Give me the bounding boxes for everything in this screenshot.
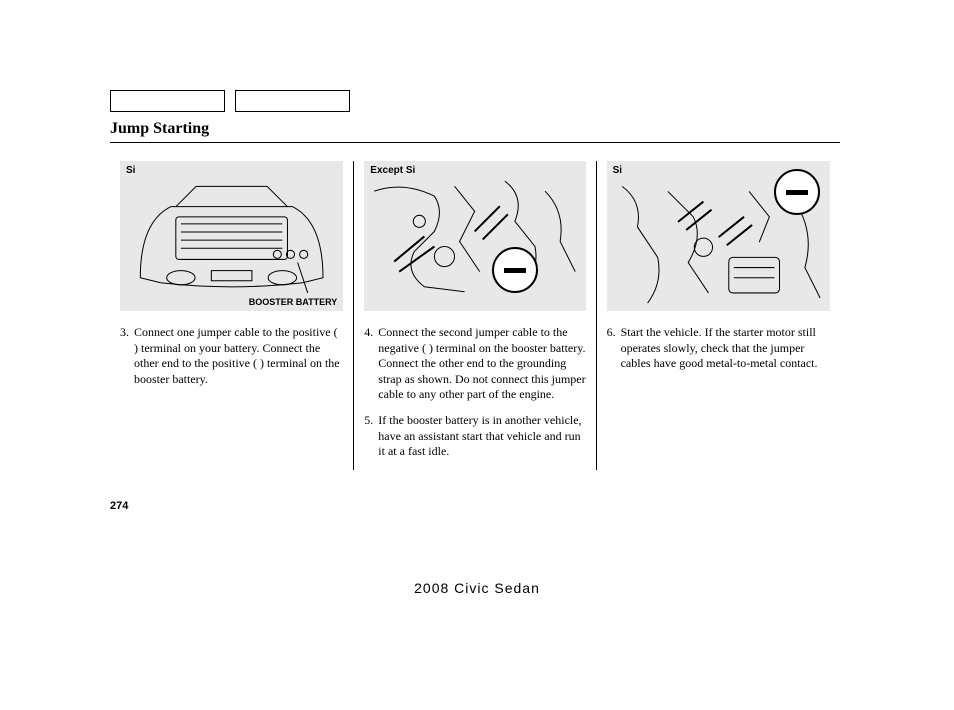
figure-2: Except Si <box>364 161 585 311</box>
step-4-text: Connect the second jumper cable to the n… <box>378 325 585 403</box>
column-middle: Except Si 4. Conn <box>353 161 596 470</box>
step-6-text: Start the vehicle. If the starter motor … <box>621 325 830 372</box>
step-3: 3. Connect one jumper cable to the posit… <box>120 325 343 387</box>
step-3-text: Connect one jumper cable to the positive… <box>134 325 343 387</box>
step-6-num: 6. <box>607 325 621 372</box>
figure-1-caption: BOOSTER BATTERY <box>249 297 338 307</box>
manual-page: Jump Starting Si <box>110 90 840 512</box>
column-left: Si <box>110 161 353 470</box>
step-4-num: 4. <box>364 325 378 403</box>
page-number: 274 <box>110 500 840 512</box>
minus-terminal-icon <box>492 247 538 293</box>
step-4: 4. Connect the second jumper cable to th… <box>364 325 585 403</box>
top-box-2 <box>235 90 350 112</box>
figure-3: Si <box>607 161 830 311</box>
step-5-text: If the booster battery is in another veh… <box>378 413 585 460</box>
top-box-1 <box>110 90 225 112</box>
top-boxes <box>110 90 840 112</box>
car-front-illustration <box>120 161 343 313</box>
step-6: 6. Start the vehicle. If the starter mot… <box>607 325 830 372</box>
columns: Si <box>110 161 840 470</box>
footer-model: 2008 Civic Sedan <box>0 580 954 596</box>
step-5: 5. If the booster battery is in another … <box>364 413 585 460</box>
step-5-num: 5. <box>364 413 378 460</box>
column-right: Si <box>597 161 840 470</box>
figure-1: Si <box>120 161 343 311</box>
page-title: Jump Starting <box>110 120 840 143</box>
step-3-num: 3. <box>120 325 134 387</box>
minus-terminal-icon <box>774 169 820 215</box>
engine-illustration-1 <box>364 161 585 312</box>
